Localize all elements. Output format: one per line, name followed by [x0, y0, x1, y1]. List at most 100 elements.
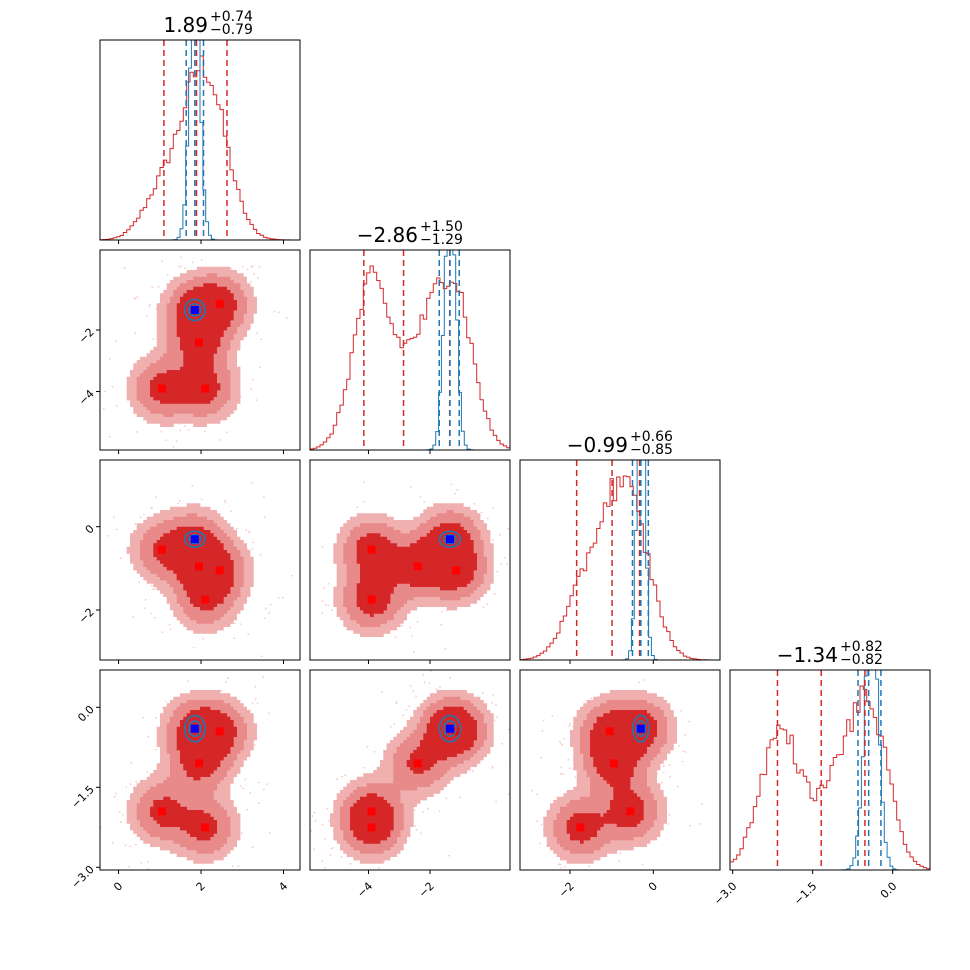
- sample-point: [254, 685, 257, 688]
- sample-point: [251, 482, 254, 484]
- sample-point: [136, 296, 139, 298]
- sample-point: [536, 820, 538, 823]
- sample-point: [409, 486, 412, 488]
- sample-point: [251, 541, 254, 544]
- sample-point: [119, 821, 122, 824]
- mode-marker: [215, 566, 224, 575]
- sample-point: [448, 854, 450, 857]
- sample-point: [422, 673, 425, 676]
- sample-point: [321, 600, 324, 603]
- sample-point: [330, 847, 333, 850]
- sample-point: [701, 802, 703, 805]
- sample-point: [268, 832, 271, 834]
- sample-point: [246, 808, 249, 811]
- sample-point: [134, 332, 137, 335]
- sample-point: [233, 622, 236, 625]
- sample-point: [118, 811, 121, 813]
- sample-point: [259, 554, 262, 556]
- sample-point: [108, 435, 111, 438]
- panel-content: [310, 670, 510, 879]
- mode-marker: [609, 759, 618, 768]
- sample-point: [331, 609, 333, 611]
- sample-point: [689, 824, 691, 827]
- panel-content: [310, 481, 510, 654]
- sample-point: [248, 531, 251, 534]
- narrow-histogram: [730, 670, 930, 870]
- mode-marker: [201, 595, 210, 604]
- sample-point: [439, 686, 441, 689]
- x-tick-label: 4: [276, 880, 290, 894]
- panel-frame: [729, 669, 931, 871]
- sample-point: [327, 604, 330, 607]
- sample-point: [662, 771, 665, 774]
- sample-point: [393, 723, 396, 726]
- sample-point: [661, 782, 663, 784]
- sample-point: [115, 340, 117, 342]
- sample-point: [362, 501, 365, 503]
- sample-point: [340, 856, 343, 858]
- sample-point: [162, 667, 164, 669]
- sample-point: [349, 862, 352, 865]
- sample-point: [240, 832, 243, 834]
- sample-point: [147, 735, 150, 738]
- panel-0-0: [99, 39, 301, 241]
- sample-point: [422, 811, 424, 813]
- title-median: −2.86: [357, 223, 418, 247]
- sample-point: [486, 517, 489, 520]
- sample-point: [506, 563, 509, 565]
- narrow-contour-outer: [632, 714, 650, 743]
- sample-point: [251, 702, 254, 704]
- sample-point: [251, 378, 254, 381]
- sample-point: [344, 774, 346, 777]
- x-tick-label: 0.0: [878, 880, 900, 902]
- panel-3-2: [519, 669, 721, 875]
- sample-point: [508, 793, 510, 795]
- sample-point: [366, 745, 369, 748]
- sample-point: [324, 603, 327, 606]
- sample-point: [166, 453, 168, 455]
- sample-point: [155, 717, 158, 719]
- sample-point: [405, 709, 408, 711]
- sample-point: [125, 786, 128, 789]
- sample-point: [559, 773, 562, 775]
- sample-point: [153, 616, 156, 619]
- sample-point: [268, 612, 271, 615]
- panel-frame: [519, 669, 721, 871]
- sample-point: [242, 787, 244, 790]
- sample-point: [486, 603, 489, 606]
- sample-point: [507, 728, 510, 731]
- sample-point: [611, 873, 613, 875]
- narrow-contour-inner: [635, 720, 647, 738]
- sample-point: [263, 617, 266, 620]
- mode-marker: [626, 807, 635, 816]
- narrow-contour-outer: [438, 714, 462, 743]
- sample-point: [456, 488, 458, 491]
- y-tick-label: −1.5: [69, 783, 97, 811]
- diagonal-title-2: −0.99 +0.66−0.85: [567, 429, 673, 458]
- sample-point: [140, 671, 142, 673]
- sample-point: [143, 607, 146, 610]
- mode-marker: [195, 562, 203, 571]
- panel-frame: [309, 669, 511, 871]
- sample-point: [473, 502, 476, 505]
- corner-panels: [99, 39, 931, 879]
- sample-point: [267, 712, 270, 714]
- sample-point: [493, 719, 496, 722]
- sample-point: [135, 780, 138, 783]
- sample-point: [179, 266, 182, 268]
- sample-point: [197, 248, 199, 250]
- sample-point: [561, 744, 564, 746]
- sample-point: [263, 788, 265, 791]
- sample-point: [409, 685, 412, 687]
- sample-point: [677, 785, 679, 788]
- mode-marker: [157, 807, 166, 816]
- sample-point: [183, 643, 185, 645]
- sample-point: [200, 498, 203, 501]
- sample-point: [410, 877, 412, 879]
- truth-marker: [636, 724, 645, 733]
- sample-point: [251, 846, 254, 849]
- sample-point: [202, 638, 205, 640]
- sample-point: [588, 865, 591, 868]
- y-tick-label: −4: [76, 387, 97, 408]
- sample-point: [219, 439, 222, 441]
